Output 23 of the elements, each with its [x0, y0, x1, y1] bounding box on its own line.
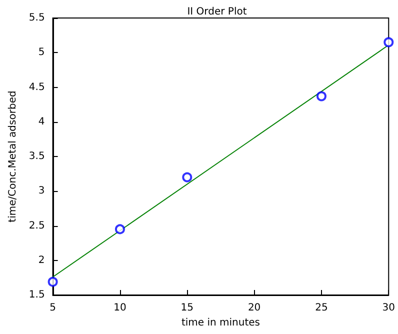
y-tick-label: 4	[38, 116, 45, 128]
point	[114, 224, 125, 234]
y-tick-label: 2.5	[28, 220, 45, 232]
y-tick-label: 2	[38, 254, 45, 266]
x-tick-label: 5	[50, 302, 56, 314]
y-tick-label: 5.5	[28, 12, 45, 24]
x-tick-label: 20	[248, 302, 261, 314]
y-tick-label: 4.5	[28, 82, 45, 93]
point	[316, 91, 326, 102]
point	[384, 37, 394, 48]
y-axis-title: time/Conc.Metal adsorbed	[8, 90, 18, 222]
y-tick-label: 5	[38, 47, 45, 58]
chart-title: II Order Plot	[187, 6, 247, 18]
x-tick-label: 25	[315, 302, 328, 314]
x-tick-label: 30	[382, 302, 396, 314]
point	[48, 276, 58, 287]
point	[182, 172, 192, 182]
y-tick-label: 3	[38, 186, 45, 197]
x-tick-label: 10	[114, 302, 126, 314]
y-tick-label: 3.5	[28, 151, 45, 162]
y-tick-label: 1.5	[28, 290, 45, 300]
x-tick-label: 15	[180, 302, 194, 314]
x-axis-title: time in minutes	[181, 317, 260, 328]
